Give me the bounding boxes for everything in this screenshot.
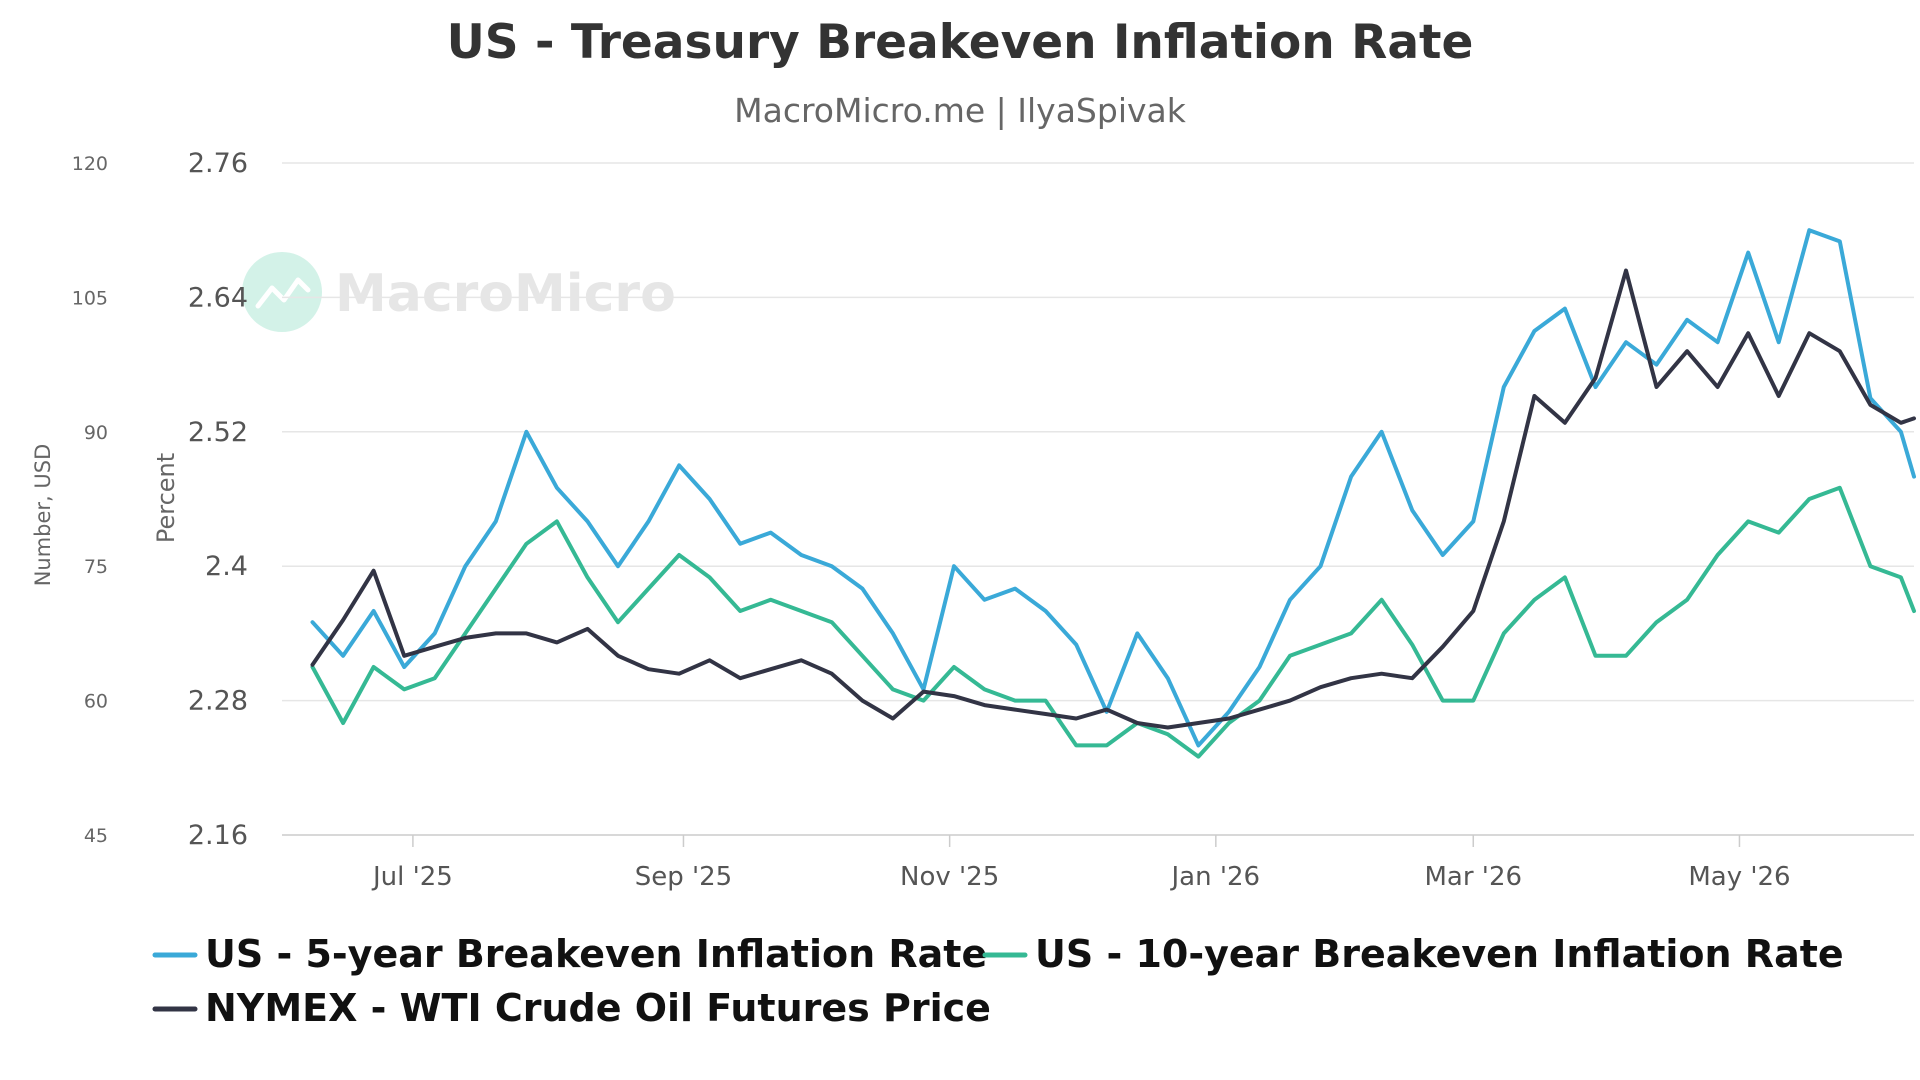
y-right-tick-label: 2.28 — [188, 686, 248, 717]
x-tick-label: Jan '26 — [1170, 862, 1261, 892]
x-tick-label: Nov '25 — [900, 862, 999, 892]
y-right-tick-label: 2.64 — [188, 282, 248, 313]
legend-label: NYMEX - WTI Crude Oil Futures Price — [205, 986, 991, 1030]
y-right-tick-label: 2.4 — [205, 551, 248, 582]
watermark-logo-icon — [242, 252, 322, 332]
y-right-tick-label: 2.52 — [188, 417, 248, 448]
y-right-tick-label: 2.16 — [188, 820, 248, 851]
legend-item[interactable]: NYMEX - WTI Crude Oil Futures Price — [152, 986, 991, 1030]
x-tick-label: Jul '25 — [371, 862, 453, 892]
y-left-axis-title: Number, USD — [31, 444, 55, 587]
legend-item[interactable]: US - 10-year Breakeven Inflation Rate — [982, 932, 1844, 976]
legend-label: US - 5-year Breakeven Inflation Rate — [205, 932, 987, 976]
y-left-tick-label: 75 — [84, 556, 108, 578]
watermark-logo-chart-icon — [255, 277, 311, 309]
x-tick-label: Sep '25 — [635, 862, 733, 892]
watermark: MacroMicro — [242, 252, 676, 332]
y-right-axis-title: Percent — [152, 453, 180, 543]
x-tick-label: May '26 — [1688, 862, 1790, 892]
y-left-tick-label: 45 — [84, 825, 108, 847]
x-tick-label: Mar '26 — [1424, 862, 1522, 892]
series-line-0 — [310, 228, 1916, 748]
series-line-2 — [310, 268, 1916, 730]
y-left-tick-label: 90 — [84, 422, 108, 444]
chart-subtitle: MacroMicro.me | IlyaSpivak — [734, 91, 1187, 130]
y-left-tick-label: 105 — [72, 287, 108, 309]
y-right-tick-label: 2.76 — [188, 148, 248, 179]
y-left-tick-label: 60 — [84, 691, 108, 713]
watermark-text: MacroMicro — [335, 264, 676, 324]
y-left-tick-label: 120 — [72, 153, 108, 175]
chart-title: US - Treasury Breakeven Inflation Rate — [447, 15, 1474, 70]
legend-label: US - 10-year Breakeven Inflation Rate — [1035, 932, 1844, 976]
series-line-1 — [310, 485, 1916, 759]
legend-item[interactable]: US - 5-year Breakeven Inflation Rate — [152, 932, 987, 976]
